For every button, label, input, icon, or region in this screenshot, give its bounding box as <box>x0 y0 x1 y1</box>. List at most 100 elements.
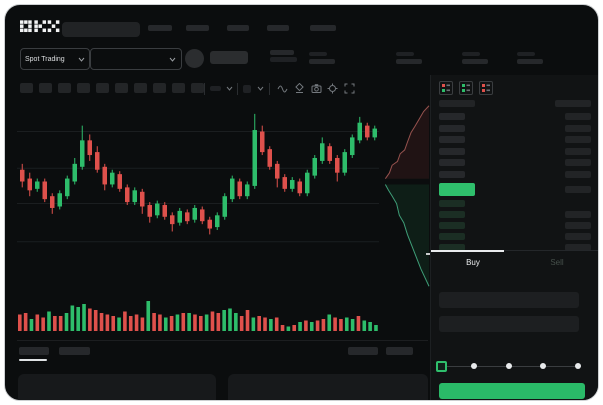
slider-stop[interactable] <box>470 363 477 369</box>
price-input[interactable] <box>439 292 579 308</box>
ask-amount-placeholder <box>565 170 591 178</box>
camera-icon[interactable] <box>311 83 322 94</box>
order-book-ask-row[interactable] <box>439 113 591 120</box>
amount-input[interactable] <box>439 316 579 332</box>
toolbar-tool-button[interactable] <box>153 83 166 93</box>
ask-amount-placeholder <box>565 124 591 132</box>
order-book-bid-row[interactable] <box>439 211 591 218</box>
chart-bottom-divider <box>17 340 428 341</box>
order-book-bid-row[interactable] <box>439 233 591 240</box>
wave-icon[interactable] <box>277 83 288 94</box>
ask-price-placeholder <box>439 170 465 178</box>
slider-handle[interactable] <box>435 361 447 372</box>
toolbar-tool-button[interactable] <box>191 83 204 93</box>
buy-tab-indicator <box>431 250 504 252</box>
open-orders-panel <box>18 374 216 400</box>
tab-sell[interactable]: Sell <box>515 251 598 273</box>
order-book-ask-row[interactable] <box>439 170 591 178</box>
interval-dropdown[interactable] <box>210 86 221 91</box>
ask-price-placeholder <box>439 113 465 120</box>
order-book-panel: Buy Sell <box>430 75 598 400</box>
nav-item[interactable] <box>186 25 209 31</box>
pair-coin-icon <box>185 49 204 68</box>
ask-price-placeholder <box>439 124 465 132</box>
bid-price-placeholder <box>439 222 465 229</box>
toolbar-tool-button[interactable] <box>115 83 128 93</box>
ask-amount-placeholder <box>565 136 591 143</box>
order-book-bid-row[interactable] <box>439 222 591 229</box>
slider-track[interactable] <box>442 366 581 367</box>
stat-value-placeholder <box>517 59 543 64</box>
market-type-label: Spot Trading <box>25 55 65 63</box>
last-price-placeholder <box>270 50 294 55</box>
book-bids-icon[interactable] <box>459 81 473 95</box>
toolbar-tool-button[interactable] <box>96 83 109 93</box>
toolbar-tool-button[interactable] <box>39 83 52 93</box>
trading-app-window: Spot Trading <box>4 4 599 401</box>
nav-item[interactable] <box>148 25 172 31</box>
depth-chart[interactable] <box>383 98 430 294</box>
fullscreen-icon[interactable] <box>344 83 355 94</box>
bottom-tab[interactable] <box>59 347 90 355</box>
toolbar-tool-button[interactable] <box>77 83 90 93</box>
chevron-down-icon[interactable] <box>257 86 264 91</box>
last-price-bar[interactable] <box>439 183 475 196</box>
draw-icon[interactable] <box>294 83 305 94</box>
nav-item[interactable] <box>227 25 249 31</box>
pair-name-placeholder[interactable] <box>210 51 248 64</box>
bid-price-placeholder <box>439 200 465 207</box>
okx-logo <box>20 20 60 33</box>
order-book-ask-row[interactable] <box>439 147 591 155</box>
toolbar-tool-button[interactable] <box>20 83 33 93</box>
slider-stop[interactable] <box>575 363 581 369</box>
order-book-ask-row[interactable] <box>439 136 591 143</box>
volume-chart[interactable] <box>17 298 379 332</box>
ask-amount-placeholder <box>565 147 591 155</box>
order-book-bid-row[interactable] <box>439 244 591 251</box>
stat-value-placeholder <box>396 59 422 64</box>
market-type-selector[interactable]: Spot Trading <box>20 48 90 70</box>
slider-stop[interactable] <box>505 363 512 369</box>
stat-value-placeholder <box>309 59 335 64</box>
toolbar-tool-button[interactable] <box>172 83 185 93</box>
bid-amount-placeholder <box>565 244 591 251</box>
ask-price-placeholder <box>439 136 465 143</box>
bid-price-placeholder <box>439 211 465 218</box>
ask-price-placeholder <box>439 159 465 166</box>
candlestick-chart[interactable] <box>17 100 379 295</box>
nav-item[interactable] <box>310 25 336 31</box>
nav-item[interactable] <box>267 25 289 31</box>
price-change-placeholder <box>270 57 297 62</box>
book-asks-icon[interactable] <box>479 81 493 95</box>
bottom-action-placeholder[interactable] <box>348 347 378 355</box>
toolbar-tool-button[interactable] <box>134 83 147 93</box>
chevron-down-icon[interactable] <box>226 86 233 91</box>
order-book-header <box>439 100 591 107</box>
okx-logo-glyph <box>20 20 60 33</box>
order-book-ask-row[interactable] <box>439 124 591 132</box>
chart-style-dropdown[interactable] <box>243 85 251 93</box>
bid-amount-placeholder <box>565 222 591 229</box>
tab-buy[interactable]: Buy <box>431 251 515 273</box>
ask-amount-placeholder <box>565 159 591 166</box>
order-book-bid-row[interactable] <box>439 200 591 207</box>
buy-button[interactable] <box>439 383 585 399</box>
order-book-ask-row[interactable] <box>439 159 591 166</box>
pair-selector-dropdown[interactable] <box>90 48 182 70</box>
stat-label-placeholder <box>462 52 480 56</box>
trade-tab-bar: Buy Sell <box>431 250 598 273</box>
settings-icon[interactable] <box>327 83 338 94</box>
search-bar[interactable] <box>62 22 140 37</box>
stat-value-placeholder <box>462 59 488 64</box>
bottom-tab-active[interactable] <box>19 347 49 355</box>
bid-price-placeholder <box>439 244 465 251</box>
book-all-icon[interactable] <box>439 81 453 95</box>
slider-stop[interactable] <box>540 363 547 369</box>
bid-amount-placeholder <box>565 211 591 218</box>
tab-sell-label: Sell <box>550 257 564 267</box>
bottom-action-placeholder[interactable] <box>386 347 413 355</box>
ask-price-placeholder <box>439 147 465 155</box>
toolbar-tool-button[interactable] <box>58 83 71 93</box>
order-history-panel <box>228 374 428 400</box>
bid-price-placeholder <box>439 233 465 240</box>
